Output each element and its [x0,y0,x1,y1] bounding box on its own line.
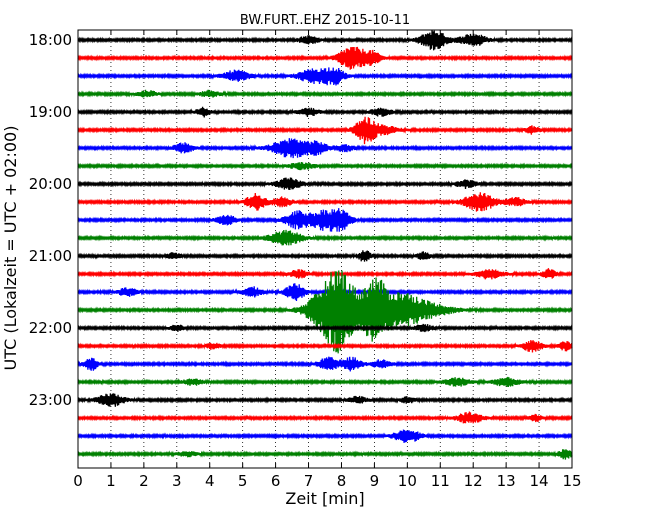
trace-2330 [77,429,573,443]
x-tick-label: 5 [238,472,248,490]
y-tick-label: 19:00 [29,103,72,121]
trace-2100 [77,250,573,262]
x-tick-label: 3 [172,472,182,490]
trace-1915 [77,116,573,145]
trace-1800 [77,30,573,51]
trace-group [77,30,573,460]
x-tick-label: 1 [106,472,116,490]
trace-2030 [77,208,573,232]
trace-2230 [77,356,573,372]
y-tick-label: 18:00 [29,31,72,49]
x-axis: 0 1 2 3 4 5 6 7 8 9 10 11 12 13 14 15 [73,30,582,490]
trace-2200 [77,323,573,333]
x-tick-label: 9 [370,472,380,490]
x-tick-label: 15 [562,472,581,490]
y-axis: 18:00 19:00 20:00 21:00 22:00 23:00 [29,31,572,409]
trace-1845 [77,89,573,98]
trace-2345 [77,449,573,460]
trace-2000 [77,177,573,191]
y-tick-label: 23:00 [29,391,72,409]
trace-1815 [77,46,573,70]
x-tick-label: 6 [271,472,281,490]
y-tick-label: 20:00 [29,175,72,193]
trace-2045 [77,229,573,246]
y-axis-label: UTC (Lokalzeit = UTC + 02:00) [1,126,20,371]
trace-2145 [77,270,573,354]
trace-1900 [77,106,573,118]
x-tick-label: 0 [73,472,83,490]
trace-2015 [77,192,573,212]
trace-2315 [77,411,573,424]
y-tick-label: 21:00 [29,247,72,265]
trace-2215 [77,340,573,353]
plot-frame [77,29,573,469]
x-tick-label: 8 [337,472,347,490]
x-tick-label: 4 [205,472,215,490]
x-tick-label: 14 [530,472,549,490]
y-tick-label: 22:00 [29,319,72,337]
x-tick-label: 12 [464,472,483,490]
x-axis-label: Zeit [min] [285,489,364,508]
x-tick-label: 10 [398,472,417,490]
x-tick-label: 7 [304,472,314,490]
x-tick-label: 2 [139,472,149,490]
chart-title: BW.FURT..EHZ 2015-10-11 [240,13,410,28]
trace-2300 [77,393,573,407]
trace-1945 [77,162,573,171]
trace-2245 [77,376,573,387]
trace-2115 [77,268,573,280]
x-tick-label: 13 [497,472,516,490]
trace-1930 [77,138,573,159]
trace-1830 [77,67,573,86]
x-tick-label: 11 [431,472,450,490]
